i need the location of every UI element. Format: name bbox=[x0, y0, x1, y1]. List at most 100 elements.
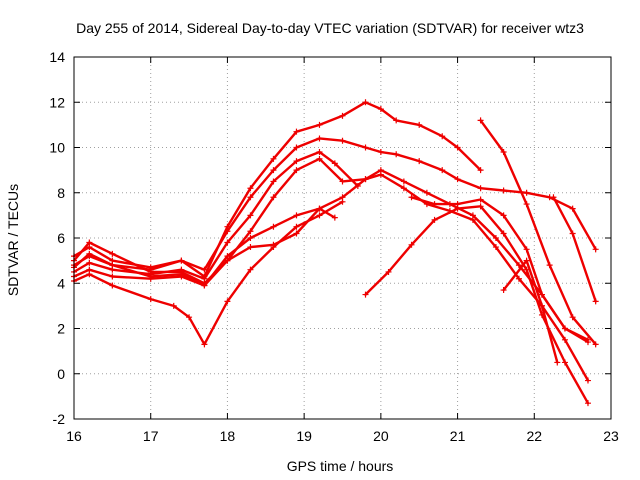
x-tick-label: 17 bbox=[143, 428, 159, 444]
data-point bbox=[454, 176, 461, 183]
data-point bbox=[224, 257, 231, 264]
data-point bbox=[293, 128, 300, 135]
data-point bbox=[178, 257, 185, 264]
data-point bbox=[247, 228, 254, 235]
data-point bbox=[362, 291, 369, 298]
data-point bbox=[224, 223, 231, 230]
data-point bbox=[523, 257, 530, 264]
y-tick-label: 0 bbox=[57, 366, 65, 382]
data-point bbox=[339, 198, 346, 205]
y-tick-label: 6 bbox=[57, 230, 65, 246]
data-point bbox=[561, 336, 568, 343]
data-point bbox=[339, 112, 346, 119]
y-tick-label: 10 bbox=[49, 140, 65, 156]
y-tick-label: 2 bbox=[57, 321, 65, 337]
data-point bbox=[400, 185, 407, 192]
data-point bbox=[293, 223, 300, 230]
data-point bbox=[439, 133, 446, 140]
data-point bbox=[316, 212, 323, 219]
data-point bbox=[469, 216, 476, 223]
chart-title: Day 255 of 2014, Sidereal Day-to-day VTE… bbox=[76, 20, 584, 36]
series-track-1 bbox=[72, 137, 597, 271]
series-track-12-markers bbox=[550, 194, 599, 305]
x-axis-label: GPS time / hours bbox=[287, 458, 394, 474]
series-track-10 bbox=[479, 119, 597, 346]
data-point bbox=[592, 246, 599, 253]
data-point bbox=[316, 155, 323, 162]
x-tick-label: 23 bbox=[603, 428, 619, 444]
data-point bbox=[500, 149, 507, 156]
data-point bbox=[393, 117, 400, 124]
data-point bbox=[270, 223, 277, 230]
data-point bbox=[247, 244, 254, 251]
data-point bbox=[500, 187, 507, 194]
data-series bbox=[71, 99, 599, 407]
data-point bbox=[439, 167, 446, 174]
series-track-11 bbox=[502, 259, 559, 364]
data-point bbox=[592, 298, 599, 305]
data-point bbox=[492, 244, 499, 251]
data-point bbox=[477, 167, 484, 174]
data-point bbox=[86, 271, 93, 278]
grid bbox=[74, 57, 611, 419]
data-point bbox=[339, 178, 346, 185]
data-point bbox=[247, 212, 254, 219]
data-point bbox=[538, 302, 545, 309]
data-point bbox=[515, 262, 522, 269]
x-tick-label: 20 bbox=[373, 428, 389, 444]
data-point bbox=[316, 135, 323, 142]
data-point bbox=[416, 158, 423, 165]
data-point bbox=[584, 400, 591, 407]
data-point bbox=[339, 137, 346, 144]
y-axis-label: SDTVAR / TECUs bbox=[5, 184, 21, 296]
data-point bbox=[247, 194, 254, 201]
y-tick-label: 4 bbox=[57, 275, 65, 291]
data-point bbox=[316, 149, 323, 156]
data-point bbox=[362, 144, 369, 151]
series-track-3 bbox=[72, 150, 359, 280]
data-point bbox=[569, 230, 576, 237]
data-point bbox=[515, 275, 522, 282]
series-track-10-markers bbox=[477, 117, 599, 348]
data-point bbox=[86, 250, 93, 257]
data-point bbox=[224, 239, 231, 246]
data-point bbox=[492, 235, 499, 241]
data-point bbox=[554, 359, 561, 366]
data-point bbox=[109, 250, 116, 257]
data-point bbox=[431, 201, 438, 208]
data-point bbox=[247, 185, 254, 192]
data-point bbox=[431, 216, 438, 223]
data-point bbox=[331, 214, 338, 221]
data-point bbox=[270, 244, 277, 251]
data-point bbox=[523, 201, 530, 208]
data-point bbox=[523, 189, 530, 196]
data-point bbox=[293, 230, 300, 237]
data-point bbox=[377, 149, 384, 156]
data-point bbox=[477, 117, 484, 124]
series-track-9-markers bbox=[408, 194, 591, 346]
data-point bbox=[584, 339, 591, 346]
data-point bbox=[86, 239, 93, 246]
data-point bbox=[393, 151, 400, 158]
data-point bbox=[569, 314, 576, 321]
data-point bbox=[247, 235, 254, 241]
y-tick-label: 12 bbox=[49, 94, 65, 110]
data-point bbox=[569, 205, 576, 212]
data-point bbox=[170, 302, 177, 309]
data-point bbox=[109, 282, 116, 289]
data-point bbox=[400, 178, 407, 185]
data-point bbox=[500, 287, 507, 294]
data-point bbox=[423, 189, 430, 196]
data-point bbox=[408, 194, 415, 201]
data-point bbox=[293, 158, 300, 165]
data-point bbox=[331, 160, 338, 167]
series-track-8-markers bbox=[362, 203, 591, 407]
data-point bbox=[147, 275, 154, 282]
x-tick-label: 18 bbox=[220, 428, 236, 444]
data-point bbox=[584, 377, 591, 384]
data-point bbox=[224, 298, 231, 305]
data-point bbox=[377, 106, 384, 113]
data-point bbox=[561, 359, 568, 366]
data-point bbox=[477, 185, 484, 192]
data-point bbox=[416, 121, 423, 128]
